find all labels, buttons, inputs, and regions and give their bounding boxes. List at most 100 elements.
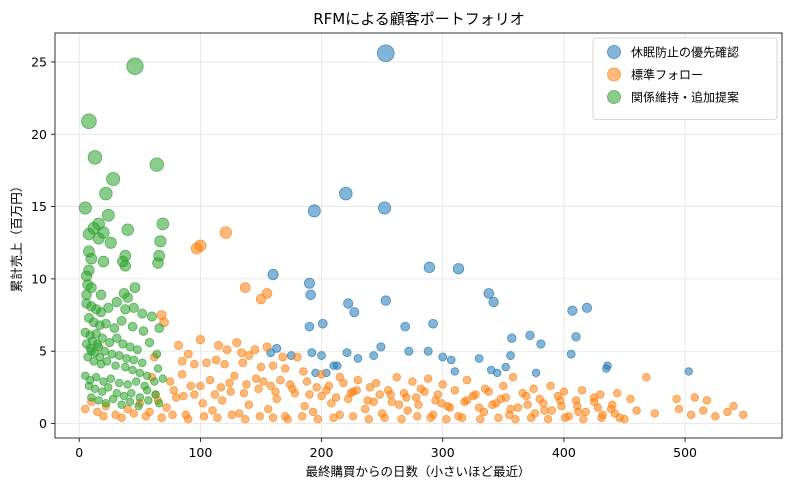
data-point <box>165 377 175 386</box>
data-point <box>523 400 532 409</box>
data-point <box>144 337 155 348</box>
data-point <box>499 381 508 391</box>
y-tick-label: 5 <box>39 344 47 359</box>
data-point <box>426 413 435 422</box>
data-point <box>364 414 374 424</box>
data-point <box>283 414 292 424</box>
data-point <box>237 348 247 358</box>
data-point <box>501 362 510 372</box>
data-point <box>152 257 164 269</box>
data-point <box>404 346 414 356</box>
data-point <box>423 374 433 383</box>
data-point <box>226 387 235 396</box>
data-point <box>593 403 603 412</box>
data-point <box>168 410 177 420</box>
series-2 <box>81 226 748 424</box>
data-point <box>443 401 452 411</box>
data-point <box>491 399 501 408</box>
data-point <box>508 373 518 382</box>
data-point <box>305 289 316 301</box>
legend-label: 関係維持・追加提案 <box>631 90 739 105</box>
x-tick-label: 400 <box>552 445 576 460</box>
data-point <box>239 388 249 398</box>
data-point <box>196 381 205 391</box>
data-point <box>154 235 167 248</box>
data-point <box>365 383 375 392</box>
data-point <box>199 412 209 421</box>
data-point <box>507 333 517 343</box>
data-point <box>543 414 553 424</box>
data-point <box>589 393 599 402</box>
y-tick-label: 20 <box>31 127 47 142</box>
data-point <box>232 337 242 348</box>
data-point <box>239 282 251 293</box>
data-point <box>169 386 178 395</box>
data-point <box>276 375 285 385</box>
data-point <box>613 388 622 398</box>
data-point <box>117 400 126 409</box>
data-point <box>119 391 129 401</box>
data-point <box>99 186 113 201</box>
data-point <box>121 223 134 236</box>
data-point <box>116 315 127 326</box>
data-point <box>104 383 113 392</box>
data-point <box>146 311 157 322</box>
data-point <box>513 403 523 412</box>
data-points <box>78 44 748 424</box>
legend-marker <box>607 90 621 104</box>
data-point <box>474 354 484 363</box>
data-point <box>446 355 456 365</box>
data-point <box>251 374 261 383</box>
data-point <box>194 239 207 252</box>
data-point <box>560 413 570 422</box>
x-tick-label: 300 <box>431 445 455 460</box>
data-point <box>571 396 581 405</box>
data-point <box>376 342 386 352</box>
data-point <box>457 413 467 422</box>
data-point <box>305 390 314 399</box>
data-point <box>85 282 97 293</box>
chart-title: RFMによる顧客ポートフォリオ <box>313 10 525 28</box>
data-point <box>711 412 720 421</box>
data-point <box>103 302 114 313</box>
data-point <box>650 409 659 418</box>
data-point <box>195 335 206 345</box>
data-point <box>438 352 448 362</box>
data-point <box>400 321 410 332</box>
data-point <box>220 359 229 369</box>
data-point <box>157 413 166 422</box>
data-point <box>506 351 515 360</box>
data-point <box>581 302 593 313</box>
data-point <box>120 304 131 315</box>
data-point <box>135 368 145 378</box>
y-tick-label: 15 <box>31 199 47 214</box>
data-point <box>529 384 538 394</box>
data-point <box>111 296 122 308</box>
data-point <box>155 399 164 408</box>
data-point <box>183 349 193 359</box>
data-point <box>97 333 107 343</box>
data-point <box>416 384 426 394</box>
data-point <box>109 323 120 333</box>
data-point <box>87 150 103 165</box>
data-point <box>271 387 280 396</box>
data-point <box>317 370 326 379</box>
data-point <box>642 373 651 382</box>
data-point <box>255 293 267 305</box>
data-point <box>346 388 355 398</box>
data-point <box>525 330 535 340</box>
data-point <box>104 236 117 249</box>
data-point <box>219 226 233 239</box>
data-point <box>142 371 152 381</box>
x-tick-label: 100 <box>188 445 212 460</box>
data-point <box>297 412 307 421</box>
data-point <box>566 349 576 359</box>
data-point <box>460 397 469 407</box>
data-point <box>108 394 118 404</box>
legend-label: 標準フォロー <box>631 67 703 82</box>
data-point <box>377 44 395 63</box>
data-point <box>178 370 187 379</box>
data-point <box>378 201 392 215</box>
data-point <box>414 400 423 409</box>
data-point <box>85 252 98 265</box>
